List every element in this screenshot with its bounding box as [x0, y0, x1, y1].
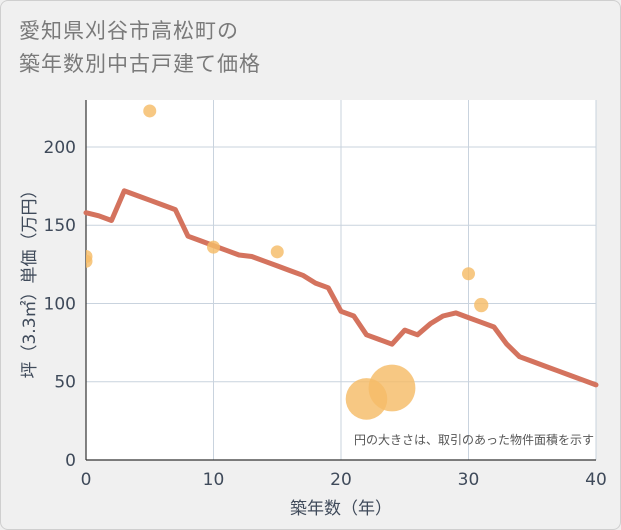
axis-ticks: 0 10 20 30 40 0 50 100 150 200	[44, 138, 607, 490]
x-tick-label: 30	[458, 470, 480, 490]
x-tick-label: 40	[585, 470, 607, 490]
series-line-layer	[83, 188, 599, 388]
bubble-group	[86, 104, 489, 420]
y-axis-title: 坪（3.3㎡）単価（万円）	[20, 181, 40, 378]
x-axis-title: 築年数（年）	[290, 499, 392, 519]
y-tick-label: 200	[44, 138, 76, 158]
series-line-0	[83, 188, 599, 388]
bubble-point	[143, 104, 157, 118]
y-tick-label: 150	[44, 216, 76, 236]
bubble-point	[270, 245, 284, 259]
bubble-point	[86, 254, 93, 268]
x-tick-label: 10	[203, 470, 225, 490]
chart-title-line2: 築年数別中古戸建て価格	[19, 52, 261, 76]
x-tick-label: 20	[330, 470, 352, 490]
grid-lines	[85, 100, 597, 461]
chart-title-line1: 愛知県刈谷市高松町の	[19, 19, 239, 43]
bubble-point	[474, 297, 489, 313]
bubble-point	[462, 267, 475, 281]
x-tick-label: 0	[81, 470, 92, 490]
bubble-size-note: 円の大きさは、取引のあった物件面積を示す	[354, 432, 594, 447]
bubble-point	[368, 364, 416, 412]
y-tick-label: 100	[44, 294, 76, 314]
bubble-point	[207, 240, 220, 254]
chart-title: 愛知県刈谷市高松町の 築年数別中古戸建て価格	[19, 15, 261, 81]
y-tick-label: 50	[54, 373, 76, 393]
bubble-layer	[86, 104, 489, 420]
y-tick-label: 0	[65, 451, 76, 471]
